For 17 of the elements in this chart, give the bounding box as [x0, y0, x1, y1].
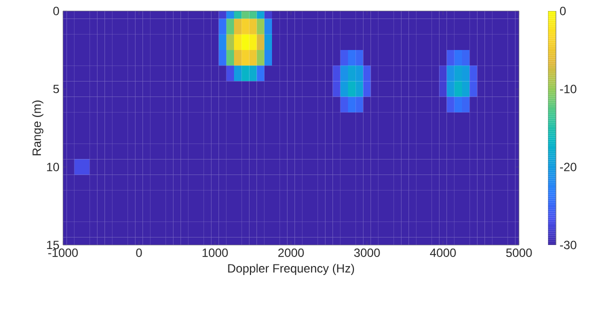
y-tick-label: 15 — [47, 240, 59, 250]
x-tick-label: -1000 — [48, 248, 78, 257]
x-tick-label: 2000 — [278, 248, 304, 257]
color-bar-label: -10 — [560, 84, 576, 94]
color-bar-label: 0 — [560, 6, 566, 16]
y-tick-label: 5 — [53, 84, 59, 94]
y-tick-label: 10 — [47, 162, 60, 172]
x-tick-label: 5000 — [506, 248, 532, 257]
x-tick-label: 0 — [136, 248, 142, 257]
color-bar-label: -20 — [560, 162, 576, 172]
x-tick-label: 1000 — [202, 248, 228, 257]
y-axis-title: Range (m) — [32, 100, 44, 156]
x-axis-title: Doppler Frequency (Hz) — [228, 264, 354, 275]
x-tick-label: 4000 — [430, 248, 456, 257]
y-tick-label: 0 — [53, 6, 60, 16]
color-bar-label: -30 — [560, 240, 576, 250]
x-tick-label: 3000 — [354, 248, 380, 257]
